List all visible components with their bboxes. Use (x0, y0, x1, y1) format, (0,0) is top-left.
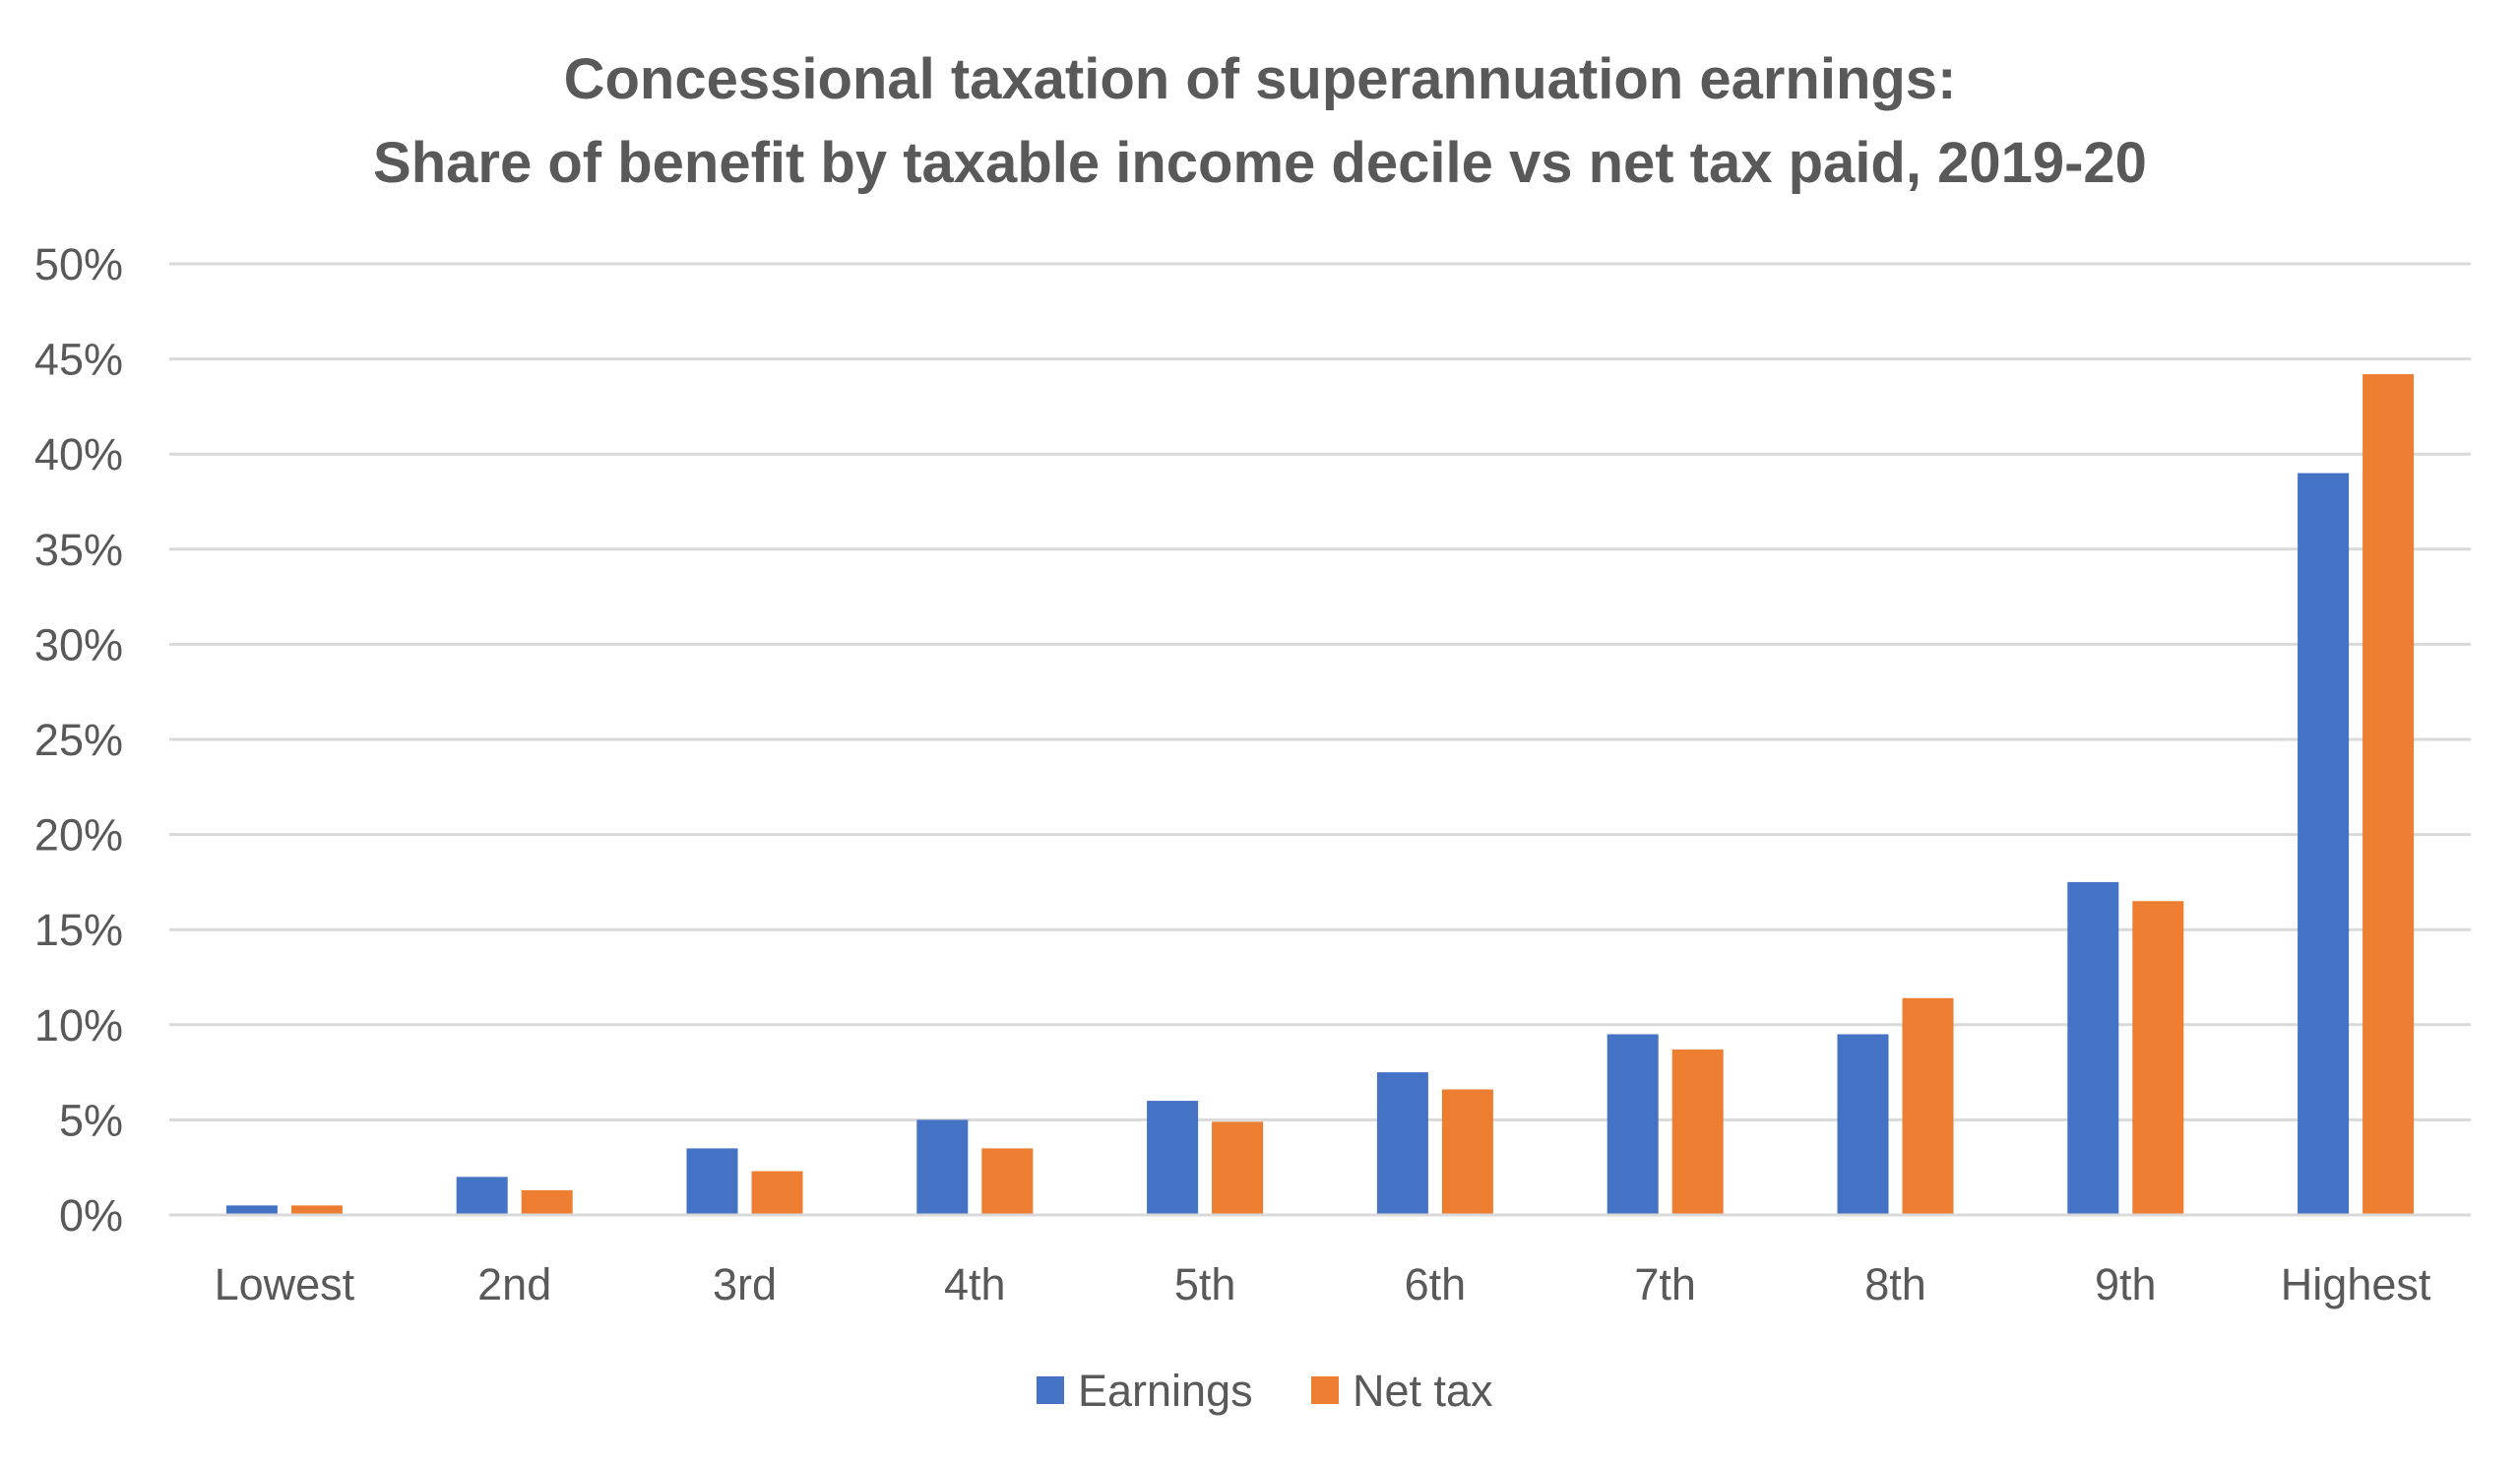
chart-title: Concessional taxation of superannuation … (564, 47, 1957, 111)
x-tick-label: 2nd (477, 1259, 551, 1309)
bar (686, 1148, 738, 1215)
bars (225, 374, 2415, 1215)
legend-swatch (1311, 1376, 1339, 1404)
legend-label: Earnings (1078, 1366, 1253, 1416)
bar (225, 1205, 278, 1215)
bar (916, 1119, 969, 1215)
bar (981, 1148, 1034, 1215)
x-tick-label: 7th (1634, 1259, 1696, 1309)
y-tick-label: 0% (59, 1190, 123, 1241)
bar (456, 1177, 508, 1215)
x-tick-label: Lowest (215, 1259, 355, 1309)
gridlines (169, 262, 2471, 1121)
bar (1441, 1089, 1493, 1215)
x-tick-label: 8th (1864, 1259, 1926, 1309)
y-tick-label: 50% (34, 239, 123, 289)
bar (1212, 1121, 1264, 1215)
bar (1837, 1034, 1889, 1215)
bar (1902, 997, 1954, 1215)
legend-swatch (1037, 1376, 1064, 1404)
x-axis-ticks: Lowest 2nd 3rd 4th 5th 6th 7th 8th 9th Highest (215, 1259, 2431, 1309)
legend-label: Net tax (1353, 1366, 1493, 1416)
x-tick-label: 9th (2095, 1259, 2157, 1309)
y-tick-label: 5% (59, 1095, 123, 1145)
bar (2132, 901, 2184, 1215)
bar (290, 1205, 343, 1215)
bar (2362, 374, 2415, 1215)
bar (1147, 1101, 1199, 1215)
bar (2298, 473, 2350, 1215)
x-tick-label: 3rd (713, 1259, 777, 1309)
x-tick-label: 6th (1405, 1259, 1467, 1309)
bar (1376, 1072, 1428, 1215)
y-tick-label: 10% (34, 1000, 123, 1051)
x-tick-label: 4th (944, 1259, 1006, 1309)
bar (751, 1171, 803, 1215)
x-tick-label: 5th (1174, 1259, 1236, 1309)
y-tick-label: 35% (34, 525, 123, 575)
y-tick-label: 20% (34, 810, 123, 861)
bar (1671, 1049, 1724, 1215)
y-tick-label: 15% (34, 905, 123, 955)
x-tick-label: Highest (2281, 1259, 2431, 1309)
chart-subtitle: Share of benefit by taxable income decil… (373, 131, 2147, 195)
y-tick-label: 30% (34, 619, 123, 670)
y-tick-label: 25% (34, 715, 123, 765)
bar (521, 1189, 573, 1215)
y-axis-ticks: 0% 5% 10% 15% 20% 25% 30% 35% 40% 45% 50% (34, 239, 123, 1241)
y-tick-label: 45% (34, 335, 123, 385)
bar (2067, 881, 2119, 1215)
legend: Earnings Net tax (1037, 1366, 1493, 1416)
bar (1606, 1034, 1659, 1215)
y-tick-label: 40% (34, 429, 123, 479)
